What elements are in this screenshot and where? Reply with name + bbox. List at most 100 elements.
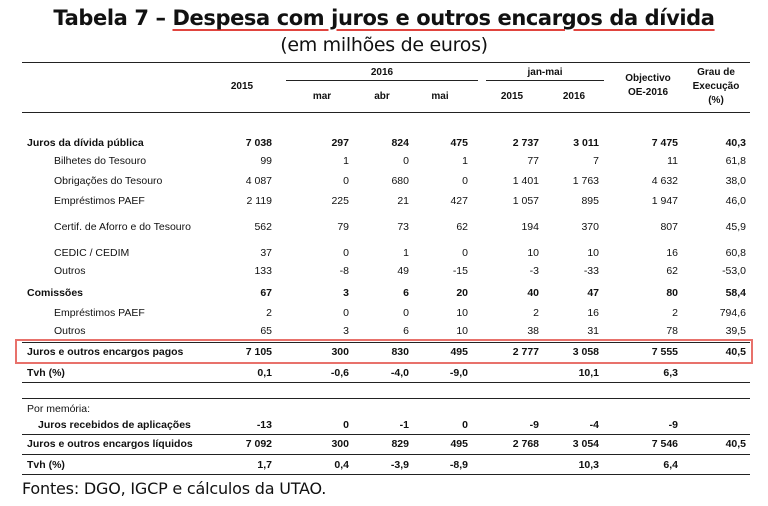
cell-mai: 1 bbox=[462, 155, 468, 167]
cell-abr: 830 bbox=[391, 346, 409, 358]
cell-janmai-2015: 194 bbox=[521, 221, 539, 233]
cell-objectivo: 78 bbox=[666, 325, 678, 337]
header-abr: abr bbox=[374, 91, 390, 102]
cell-janmai-2016: 10 bbox=[587, 247, 599, 259]
cell-objectivo: 80 bbox=[666, 287, 678, 299]
cell-janmai-2016: 895 bbox=[581, 195, 599, 207]
cell-2015: 65 bbox=[260, 325, 272, 337]
cell-2015: 2 bbox=[266, 307, 272, 319]
row-label: Bilhetes do Tesouro bbox=[54, 155, 147, 167]
cell-mar: 0 bbox=[343, 175, 349, 187]
cell-janmai-2016: -4 bbox=[589, 419, 599, 431]
tvh-bottom-rule bbox=[22, 382, 750, 383]
cell-objectivo: -9 bbox=[668, 419, 678, 431]
cell-janmai-2015: 77 bbox=[527, 155, 539, 167]
cell-abr: 829 bbox=[391, 438, 409, 450]
cell-grau: 60,8 bbox=[725, 247, 746, 259]
cell-janmai-2016: 3 011 bbox=[573, 137, 599, 149]
cell-janmai-2016: 3 054 bbox=[572, 438, 599, 450]
cell-2015: 4 087 bbox=[245, 175, 272, 187]
cell-mai: 475 bbox=[450, 137, 468, 149]
header-jan-mai-2015: 2015 bbox=[500, 91, 524, 102]
header-2016: 2016 bbox=[370, 67, 394, 78]
cell-janmai-2016: 370 bbox=[581, 221, 599, 233]
row-label: Juros e outros encargos líquidos bbox=[27, 438, 193, 450]
cell-grau: 38,0 bbox=[725, 175, 746, 187]
cell-mai: 10 bbox=[456, 325, 468, 337]
cell-mar: 0 bbox=[343, 307, 349, 319]
cell-janmai-2016: 3 058 bbox=[572, 346, 599, 358]
cell-janmai-2016: 16 bbox=[587, 307, 599, 319]
header-mar: mar bbox=[312, 91, 332, 102]
row-label: Empréstimos PAEF bbox=[54, 307, 145, 319]
table-title-text: Despesa com juros e outros encargos da d… bbox=[172, 6, 715, 30]
header-2015: 2015 bbox=[230, 81, 254, 92]
cell-objectivo: 16 bbox=[666, 247, 678, 259]
cell-grau: 40,3 bbox=[725, 137, 746, 149]
cell-janmai-2015: -9 bbox=[529, 419, 539, 431]
cell-2015: 37 bbox=[260, 247, 272, 259]
cell-janmai-2016: 47 bbox=[587, 287, 599, 299]
cell-grau: 46,0 bbox=[725, 195, 746, 207]
cell-janmai-2016: 31 bbox=[587, 325, 599, 337]
cell-mai: 0 bbox=[462, 175, 468, 187]
cell-janmai-2015: 2 bbox=[533, 307, 539, 319]
cell-grau: 58,4 bbox=[725, 287, 746, 299]
table-title: Tabela 7 – Despesa com juros e outros en… bbox=[0, 6, 768, 30]
cell-2015: 562 bbox=[254, 221, 272, 233]
row-label: Certif. de Aforro e do Tesouro bbox=[54, 221, 191, 233]
cell-mar: 0,4 bbox=[334, 459, 349, 471]
highlight-box bbox=[15, 339, 753, 364]
memoria-top-rule bbox=[22, 398, 750, 399]
cell-objectivo: 2 bbox=[672, 307, 678, 319]
row-label: Empréstimos PAEF bbox=[54, 195, 145, 207]
row-label: CEDIC / CEDIM bbox=[54, 247, 130, 259]
cell-janmai-2015: 2 737 bbox=[512, 137, 539, 149]
row-label: Outros bbox=[54, 325, 86, 337]
header-janmai-rule bbox=[486, 80, 604, 81]
cell-janmai-2016: -33 bbox=[583, 265, 599, 277]
cell-mai: -8,9 bbox=[449, 459, 468, 471]
cell-janmai-2016: 10,1 bbox=[578, 367, 599, 379]
header-objectivo-1: Objectivo bbox=[625, 73, 671, 84]
cell-mai: 495 bbox=[450, 438, 468, 450]
cell-mar: 79 bbox=[337, 221, 349, 233]
cell-abr: 6 bbox=[403, 287, 409, 299]
cell-2015: 67 bbox=[260, 287, 272, 299]
cell-grau: 40,5 bbox=[725, 438, 746, 450]
table-subtitle: (em milhões de euros) bbox=[280, 34, 488, 56]
cell-abr: -1 bbox=[399, 419, 409, 431]
cell-janmai-2015: 38 bbox=[527, 325, 539, 337]
cell-objectivo: 4 632 bbox=[651, 175, 678, 187]
cell-objectivo: 6,4 bbox=[663, 459, 678, 471]
cell-objectivo: 11 bbox=[667, 155, 678, 167]
cell-mar: 3 bbox=[343, 287, 349, 299]
cell-abr: -4,0 bbox=[390, 367, 409, 379]
row-label: Tvh (%) bbox=[27, 459, 65, 471]
cell-grau: -53,0 bbox=[722, 265, 746, 277]
cell-mar: 0 bbox=[343, 247, 349, 259]
cell-2015: 7 092 bbox=[245, 438, 272, 450]
cell-mai: 20 bbox=[456, 287, 468, 299]
cell-janmai-2015: 1 057 bbox=[512, 195, 539, 207]
cell-mar: 1 bbox=[343, 155, 349, 167]
cell-grau: 794,6 bbox=[719, 307, 746, 319]
cell-objectivo: 1 947 bbox=[651, 195, 678, 207]
cell-mar: 225 bbox=[331, 195, 349, 207]
cell-objectivo: 807 bbox=[660, 221, 678, 233]
source-note: Fontes: DGO, IGCP e cálculos da UTAO. bbox=[22, 479, 327, 498]
cell-mar: 300 bbox=[331, 438, 349, 450]
header-jan-mai: jan-mai bbox=[527, 67, 563, 78]
header-jan-mai-2016: 2016 bbox=[562, 91, 586, 102]
cell-2015: 133 bbox=[254, 265, 272, 277]
cell-abr: 73 bbox=[397, 221, 409, 233]
cell-grau: 39,5 bbox=[725, 325, 746, 337]
header-mai: mai bbox=[431, 91, 449, 102]
cell-2015: 0,1 bbox=[257, 367, 272, 379]
cell-mai: 427 bbox=[450, 195, 468, 207]
header-grau-3: (%) bbox=[708, 95, 724, 106]
cell-2015: 99 bbox=[260, 155, 272, 167]
cell-2015: 7 105 bbox=[245, 346, 272, 358]
cell-mar: 0 bbox=[343, 419, 349, 431]
cell-2015: 7 038 bbox=[245, 137, 272, 149]
